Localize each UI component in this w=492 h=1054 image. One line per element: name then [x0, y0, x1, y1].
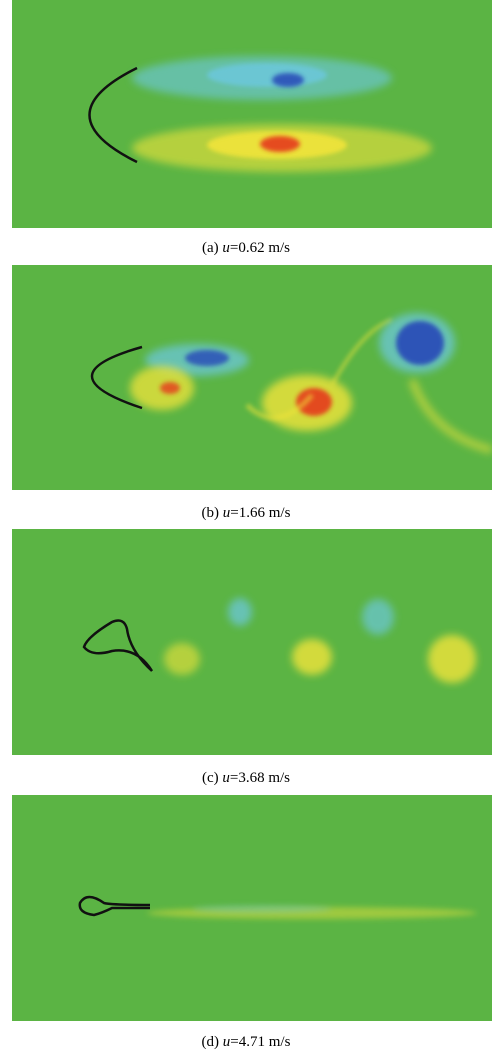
caption-c: (c) u=3.68 m/s: [0, 768, 492, 788]
panel-c-vortex-4: [292, 639, 332, 675]
caption-a-variable: u: [222, 240, 230, 256]
panel-a-strong-positive-core: [260, 136, 300, 152]
panel-b-vorticity-field: [91, 313, 492, 454]
panel-b-vortex-5: [408, 378, 492, 454]
panel-a-strong-negative-core: [272, 73, 304, 87]
panel-c-vortex-2: [362, 599, 394, 635]
panel-d-vorticity-field: [78, 895, 477, 919]
caption-a: (a) u=0.62 m/s: [0, 238, 492, 258]
caption-a-value: =0.62 m/s: [229, 240, 291, 256]
caption-b-value: =1.66 m/s: [230, 505, 291, 521]
panel-b-image: [12, 265, 492, 490]
caption-c-variable: u: [222, 770, 230, 786]
caption-b-variable: u: [222, 505, 231, 521]
panel-c-vortex-5: [428, 635, 476, 683]
panel-a-image: [12, 0, 492, 228]
caption-b: (b) u=1.66 m/s: [0, 503, 492, 523]
panel-c-vortex-1: [228, 598, 252, 626]
caption-d: (d) u=4.71 m/s: [0, 1032, 492, 1052]
caption-d-label: (d): [201, 1034, 223, 1050]
caption-c-value: =3.68 m/s: [229, 770, 291, 786]
panel-b-filament: [91, 345, 143, 410]
caption-b-label: (b): [201, 505, 223, 521]
panel-c-vortex-3: [164, 643, 200, 675]
caption-c-label: (c): [201, 770, 223, 786]
panel-d-image: [12, 795, 492, 1021]
panel-d-filament: [78, 895, 151, 917]
panel-a-vorticity-field: [88, 56, 432, 172]
panel-a-filament: [88, 66, 138, 164]
caption-a-label: (a): [201, 240, 223, 256]
panel-c-vorticity-field: [82, 598, 476, 683]
panel-c-image: [12, 529, 492, 755]
caption-d-variable: u: [222, 1034, 231, 1050]
panel-c-filament: [82, 619, 154, 672]
caption-d-value: =4.71 m/s: [230, 1034, 291, 1050]
